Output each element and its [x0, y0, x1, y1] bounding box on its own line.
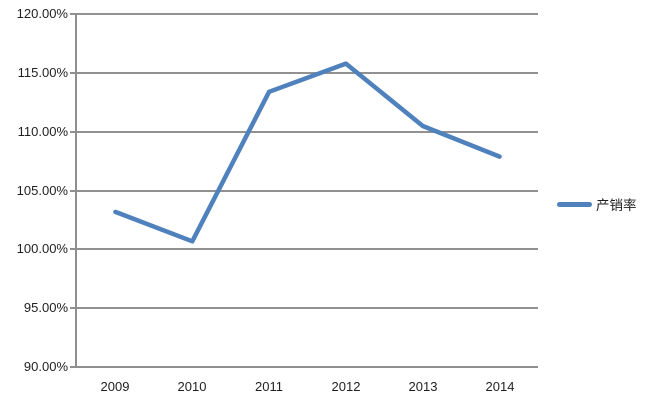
y-axis-tick-label: 120.00%: [16, 6, 68, 21]
gridline: [77, 72, 538, 74]
plot-area: [77, 13, 538, 366]
legend-label: 产销率: [596, 198, 637, 213]
gridline: [77, 190, 538, 192]
gridline: [77, 131, 538, 133]
legend-line-marker: [557, 201, 592, 207]
y-axis-tick: [70, 190, 75, 192]
x-axis-tick-label: 2010: [177, 379, 207, 394]
gridline: [77, 307, 538, 309]
y-axis-tick-label: 100.00%: [16, 241, 68, 256]
y-axis-tick-label: 105.00%: [16, 183, 68, 198]
y-axis-tick-label: 95.00%: [23, 300, 68, 315]
y-axis-tick-label: 110.00%: [17, 124, 68, 139]
x-axis-tick-label: 2011: [255, 379, 283, 394]
y-axis-tick: [70, 131, 75, 133]
series-line-产销率: [113, 61, 502, 244]
gridline: [77, 13, 538, 15]
x-axis-tick-label: 2012: [331, 379, 361, 394]
x-axis-tick-label: 2009: [100, 379, 130, 394]
y-axis-tick: [70, 72, 75, 74]
y-axis-tick: [70, 248, 75, 250]
y-axis-line: [75, 13, 77, 368]
x-axis-line: [75, 366, 538, 368]
y-axis-tick: [70, 366, 75, 368]
x-axis-tick-label: 2014: [485, 379, 515, 394]
gridline: [77, 248, 538, 250]
y-axis-tick: [70, 307, 75, 309]
y-axis-tick-label: 90.00%: [23, 359, 68, 374]
x-axis-tick-label: 2013: [408, 379, 438, 394]
y-axis-tick-label: 115.00%: [17, 65, 68, 80]
legend: 产销率: [557, 195, 637, 213]
y-axis-tick: [70, 13, 75, 15]
